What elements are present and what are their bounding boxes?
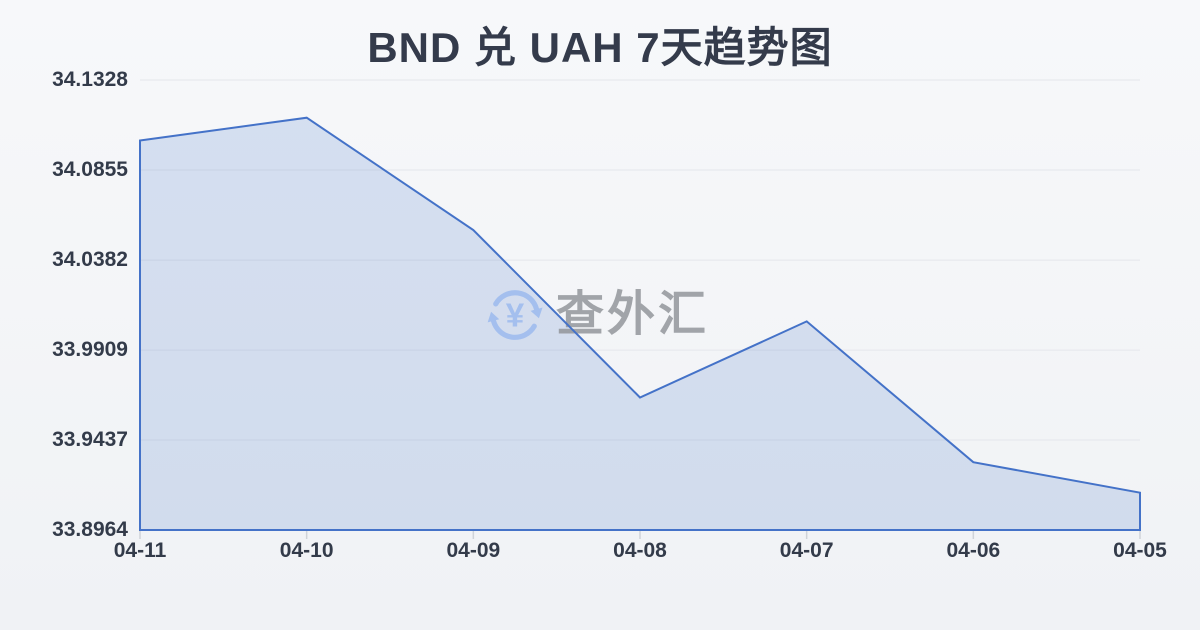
y-axis-label: 33.9909 xyxy=(52,338,128,362)
chart-title: BND 兑 UAH 7天趋势图 xyxy=(367,24,833,71)
y-axis-label: 33.8964 xyxy=(52,518,128,541)
y-axis-label: 34.0382 xyxy=(52,248,128,272)
x-axis-label: 04-07 xyxy=(779,539,834,562)
watermark-text: 查外汇 xyxy=(556,288,710,341)
x-axis-label: 04-09 xyxy=(446,539,501,562)
x-axis-label: 04-10 xyxy=(279,539,334,562)
y-axis-label: 34.0855 xyxy=(52,158,128,182)
x-axis-label: 04-05 xyxy=(1113,539,1167,562)
arrowhead-left xyxy=(487,311,500,323)
x-axis-label: 04-08 xyxy=(613,539,667,562)
yen-symbol: ¥ xyxy=(506,297,525,334)
y-axis-label: 33.9437 xyxy=(52,427,128,451)
yen-exchange-refresh-icon: ¥ xyxy=(487,290,543,340)
y-axis-label: 34.1328 xyxy=(52,68,128,91)
watermark: ¥ 查外汇 xyxy=(486,284,709,346)
x-axis-label: 04-11 xyxy=(113,539,167,562)
x-axis-label: 04-06 xyxy=(946,539,1001,562)
